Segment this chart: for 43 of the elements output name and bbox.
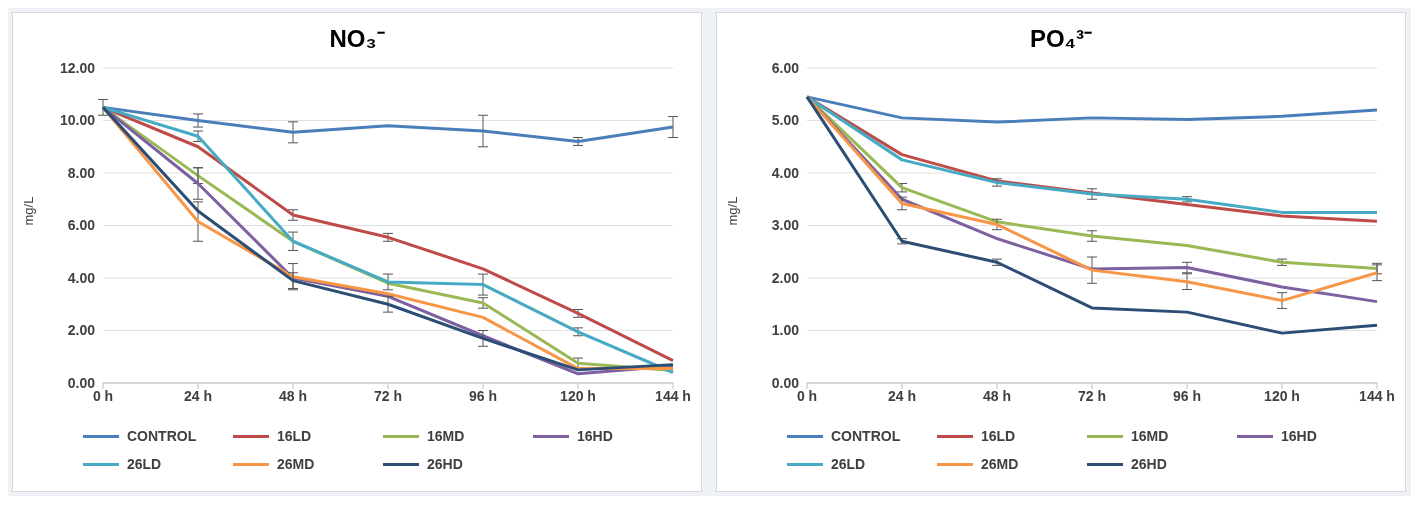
legend-label: 26LD xyxy=(831,456,866,472)
y-tick-label: 6.00 xyxy=(67,217,96,234)
y-tick-label: 4.00 xyxy=(771,164,800,181)
x-tick-label: 96 h xyxy=(468,387,498,404)
chart-title: NO₃⁻ xyxy=(328,24,386,54)
legend-label: 16HD xyxy=(1281,428,1317,444)
x-tick-label: 120 h xyxy=(1264,387,1300,404)
x-tick-label: 120 h xyxy=(560,387,596,404)
x-tick-label: 72 h xyxy=(1077,387,1107,404)
y-axis-title: mg/L xyxy=(724,196,740,226)
x-tick-label: 48 h xyxy=(278,387,308,404)
y-tick-label: 2.00 xyxy=(771,269,800,286)
y-tick-label: 10.00 xyxy=(59,112,96,129)
legend-label: 16LD xyxy=(277,428,312,444)
legend-label: 26LD xyxy=(127,456,162,472)
x-tick-label: 144 h xyxy=(655,387,691,404)
legend-label: 26HD xyxy=(427,456,463,472)
line-series xyxy=(805,95,1379,124)
y-tick-label: 4.00 xyxy=(67,269,96,286)
y-tick-label: 6.00 xyxy=(771,59,800,76)
y-tick-label: 1.00 xyxy=(771,322,800,339)
legend-label: 26MD xyxy=(277,456,315,472)
x-tick-label: 48 h xyxy=(982,387,1012,404)
x-tick-label: 24 h xyxy=(183,387,213,404)
x-tick-label: 144 h xyxy=(1359,387,1395,404)
legend-label: CONTROL xyxy=(831,428,901,444)
y-tick-label: 5.00 xyxy=(771,112,800,129)
legend-label: 16HD xyxy=(577,428,613,444)
y-axis-title: mg/L xyxy=(20,196,36,226)
y-tick-label: 12.00 xyxy=(59,59,96,76)
legend-label: 16MD xyxy=(1131,428,1169,444)
legend-label: 16MD xyxy=(427,428,465,444)
y-tick-label: 8.00 xyxy=(67,164,96,181)
legend-label: 26MD xyxy=(981,456,1019,472)
y-tick-label: 3.00 xyxy=(771,217,800,234)
y-tick-label: 2.00 xyxy=(67,322,96,339)
legend-label: 26HD xyxy=(1131,456,1167,472)
legend-label: CONTROL xyxy=(127,428,197,444)
legend-label: 16LD xyxy=(981,428,1016,444)
x-tick-label: 24 h xyxy=(887,387,917,404)
x-tick-label: 96 h xyxy=(1172,387,1202,404)
chart-title: PO₄³⁻ xyxy=(1028,24,1094,54)
x-tick-label: 72 h xyxy=(373,387,403,404)
